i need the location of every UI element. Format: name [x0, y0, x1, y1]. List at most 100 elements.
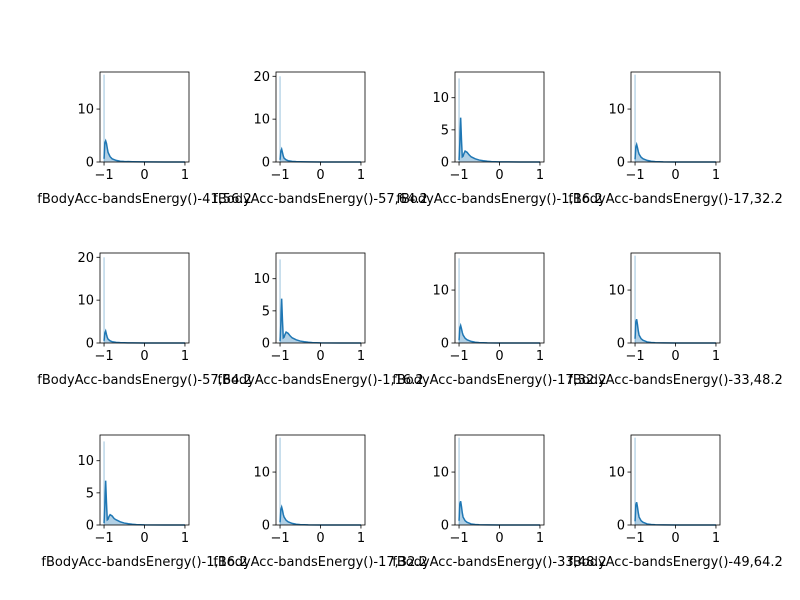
x-axis-label: fBodyAcc-bandsEnergy()-33,48.2: [392, 555, 607, 570]
y-tick-label: 10: [432, 284, 449, 299]
x-axis-label: fBodyAcc-bandsEnergy()-57,64.2: [37, 373, 252, 388]
x-tick-label: 1: [357, 349, 365, 364]
y-tick-label: 10: [253, 466, 270, 481]
y-tick-label: 0: [441, 156, 449, 171]
axes-frame: [454, 434, 545, 526]
density-line: [103, 138, 185, 163]
y-tick-label: 5: [441, 123, 449, 138]
density-area: [635, 144, 716, 162]
axes-frame: [630, 71, 721, 163]
x-tick-label: −1: [94, 349, 113, 364]
density-area: [280, 149, 361, 162]
y-tick-label: 10: [432, 466, 449, 481]
x-tick-label: −1: [270, 349, 289, 364]
x-tick-label: −1: [449, 168, 468, 183]
x-axis-label: fBodyAcc-bandsEnergy()-57,64.2: [213, 192, 428, 207]
axes-frame: [454, 252, 545, 344]
density-line: [279, 504, 361, 526]
density-line: [458, 500, 540, 526]
x-tick-label: 1: [536, 168, 544, 183]
axes-frame: [275, 252, 366, 344]
x-tick-label: −1: [94, 168, 113, 183]
density-area: [104, 331, 185, 343]
density-line: [103, 328, 185, 344]
x-axis-label: fBodyAcc-bandsEnergy()-41,56.2: [37, 192, 252, 207]
y-tick-label: 10: [77, 294, 94, 309]
y-tick-label: 10: [253, 272, 270, 287]
axes-frame: [630, 434, 721, 526]
y-tick-label: 10: [608, 466, 625, 481]
y-tick-label: 0: [262, 156, 270, 171]
density-line: [634, 141, 716, 163]
x-tick-label: 1: [536, 531, 544, 546]
density-area: [104, 480, 185, 525]
density-area: [459, 501, 540, 525]
x-axis-label: fBodyAcc-bandsEnergy()-33,48.2: [568, 373, 783, 388]
axes-frame: [275, 71, 366, 163]
x-tick-label: 0: [671, 168, 679, 183]
density-line: [279, 146, 361, 163]
axes-frame: [99, 434, 190, 526]
y-tick-label: 20: [253, 70, 270, 85]
axes-frame: [99, 71, 190, 163]
x-tick-label: 1: [712, 531, 720, 546]
y-tick-label: 10: [432, 91, 449, 106]
axes-frame: [454, 71, 545, 163]
x-tick-label: 0: [316, 531, 324, 546]
x-tick-label: 1: [712, 168, 720, 183]
x-axis-label: fBodyAcc-bandsEnergy()-1,16.2: [217, 373, 423, 388]
density-area: [280, 507, 361, 525]
x-tick-label: 0: [671, 349, 679, 364]
x-tick-label: 0: [495, 531, 503, 546]
x-axis-label: fBodyAcc-bandsEnergy()-17,32.2: [568, 192, 783, 207]
y-tick-label: 0: [86, 519, 94, 534]
y-tick-label: 10: [608, 284, 625, 299]
y-tick-label: 0: [617, 156, 625, 171]
y-tick-label: 10: [77, 103, 94, 118]
y-tick-label: 5: [86, 486, 94, 501]
x-axis-label: fBodyAcc-bandsEnergy()-17,32.2: [392, 373, 607, 388]
x-axis-label: fBodyAcc-bandsEnergy()-1,16.2: [396, 192, 602, 207]
y-tick-label: 20: [77, 251, 94, 266]
density-area: [635, 502, 716, 525]
x-axis-label: fBodyAcc-bandsEnergy()-49,64.2: [568, 555, 783, 570]
y-tick-label: 0: [441, 519, 449, 534]
y-tick-label: 10: [77, 454, 94, 469]
x-tick-label: 1: [181, 349, 189, 364]
x-tick-label: 0: [316, 168, 324, 183]
axes-frame: [99, 252, 190, 344]
x-tick-label: 0: [140, 349, 148, 364]
x-tick-label: 1: [357, 168, 365, 183]
x-tick-label: 1: [181, 531, 189, 546]
density-line: [458, 117, 540, 163]
density-area: [280, 298, 361, 343]
density-line: [458, 322, 540, 344]
x-tick-label: −1: [449, 531, 468, 546]
x-tick-label: 1: [712, 349, 720, 364]
density-area: [459, 325, 540, 343]
x-tick-label: 0: [495, 349, 503, 364]
y-tick-label: 0: [617, 519, 625, 534]
x-tick-label: −1: [270, 168, 289, 183]
x-axis-label: fBodyAcc-bandsEnergy()-17,32.2: [213, 555, 428, 570]
density-line: [634, 502, 716, 526]
density-area: [104, 140, 185, 162]
y-tick-label: 10: [253, 113, 270, 128]
density-area: [635, 319, 716, 343]
x-tick-label: −1: [625, 349, 644, 364]
density-line: [103, 480, 185, 526]
x-tick-label: 0: [140, 168, 148, 183]
y-tick-label: 10: [608, 103, 625, 118]
x-axis-label: fBodyAcc-bandsEnergy()-1,16.2: [41, 555, 247, 570]
